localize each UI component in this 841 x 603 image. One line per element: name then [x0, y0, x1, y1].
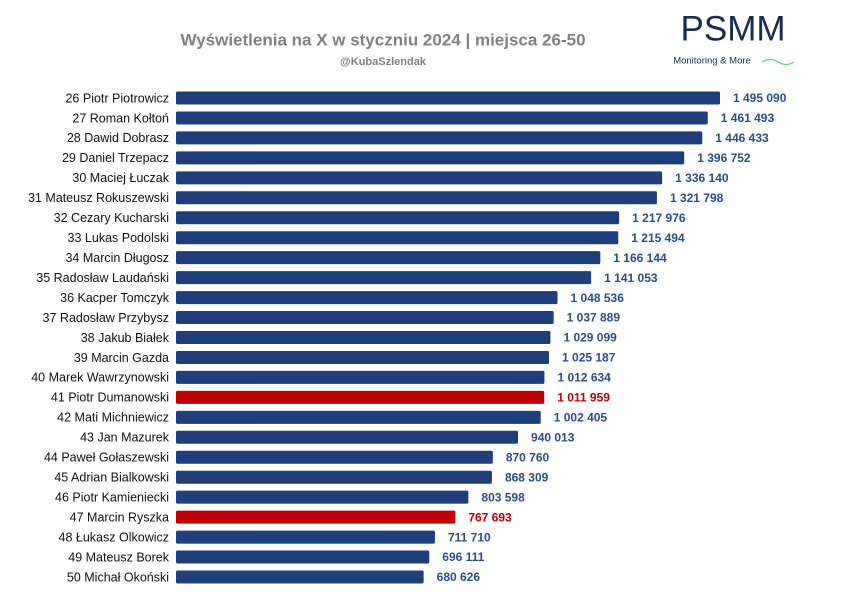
category-label: 32 Cezary Kucharski: [54, 211, 169, 225]
value-label: 1 141 053: [604, 271, 658, 285]
category-label: 35 Radosław Laudański: [36, 271, 169, 285]
bar: [176, 430, 519, 444]
bar: [176, 370, 545, 384]
bar: [176, 450, 493, 464]
bar: [176, 291, 558, 305]
bar: [176, 470, 492, 484]
bar: [176, 191, 657, 205]
value-label: 767 693: [468, 510, 512, 524]
category-label: 43 Jan Mazurek: [80, 431, 170, 445]
value-label: 1 461 493: [721, 111, 775, 125]
value-label: 1 396 752: [697, 151, 751, 165]
value-label: 1 495 090: [733, 91, 787, 105]
category-label: 34 Marcin Długosz: [65, 251, 169, 265]
value-label: 1 025 187: [562, 351, 616, 365]
bar: [176, 570, 424, 584]
chart-title: Wyświetlenia na X w styczniu 2024 | miej…: [180, 30, 585, 49]
value-label: 803 598: [481, 490, 525, 504]
category-label: 30 Maciej Łuczak: [72, 171, 169, 185]
bar: [176, 171, 663, 185]
value-label: 1 166 144: [613, 251, 667, 265]
category-label: 40 Marek Wawrzynowski: [31, 371, 169, 385]
value-label: 1 217 976: [632, 211, 686, 225]
category-label: 50 Michał Okoński: [67, 570, 169, 584]
bar: [176, 111, 708, 125]
value-label: 1 002 405: [554, 411, 608, 425]
bar: [176, 231, 619, 245]
bar: [176, 350, 550, 364]
value-label: 1 012 634: [557, 371, 611, 385]
value-label: 1 048 536: [571, 291, 625, 305]
category-label: 47 Marcin Ryszka: [70, 510, 169, 524]
logo-tagline: Monitoring & More: [673, 56, 751, 67]
category-label: 45 Adrian Bialkowski: [54, 471, 169, 485]
bar: [176, 211, 620, 225]
value-label: 1 446 433: [715, 131, 769, 145]
value-label: 1 215 494: [631, 231, 685, 245]
value-label: 940 013: [531, 430, 575, 444]
category-label: 33 Lukas Podolski: [68, 231, 169, 245]
bar: [176, 510, 456, 524]
bar: [176, 311, 554, 325]
category-label: 46 Piotr Kamieniecki: [55, 490, 169, 504]
bar: [176, 410, 541, 424]
bar: [176, 490, 469, 504]
category-label: 42 Mati Michniewicz: [57, 411, 169, 425]
value-label: 711 710: [448, 530, 491, 544]
category-label: 27 Roman Kołtoń: [72, 111, 169, 125]
category-label: 39 Marcin Gazda: [74, 351, 169, 365]
value-label: 696 111: [442, 550, 484, 564]
value-label: 1 037 889: [567, 311, 621, 325]
category-label: 38 Jakub Białek: [81, 331, 170, 345]
bar: [176, 131, 703, 145]
logo-wave: [761, 58, 795, 66]
bar: [176, 331, 551, 344]
value-label: 870 760: [506, 450, 550, 464]
value-label: 1 029 099: [563, 331, 617, 345]
category-label: 48 Łukasz Olkowicz: [59, 530, 169, 544]
logo-text: PSMM: [681, 9, 786, 48]
category-label: 36 Kacper Tomczyk: [60, 291, 170, 305]
value-label: 868 309: [505, 470, 549, 484]
bar: [176, 550, 430, 564]
value-label: 680 626: [437, 570, 481, 584]
category-label: 49 Mateusz Borek: [68, 550, 169, 564]
bar: [176, 530, 435, 544]
bar: [176, 91, 720, 105]
category-label: 26 Piotr Piotrowicz: [65, 91, 169, 105]
category-label: 41 Piotr Dumanowski: [51, 391, 169, 405]
value-label: 1 336 140: [675, 171, 729, 185]
category-label: 31 Mateusz Rokuszewski: [28, 191, 169, 205]
bar: [176, 151, 685, 165]
category-label: 44 Paweł Gołaszewski: [44, 451, 169, 465]
value-label: 1 321 798: [670, 191, 724, 205]
category-label: 37 Radosław Przybysz: [43, 311, 169, 325]
chart-subtitle: @KubaSzlendak: [340, 56, 427, 68]
bar: [176, 390, 545, 404]
bar: [176, 271, 592, 285]
value-label: 1 011 959: [557, 391, 610, 405]
bar: [176, 251, 601, 265]
category-label: 28 Dawid Dobrasz: [67, 131, 169, 145]
category-label: 29 Daniel Trzepacz: [62, 151, 169, 165]
